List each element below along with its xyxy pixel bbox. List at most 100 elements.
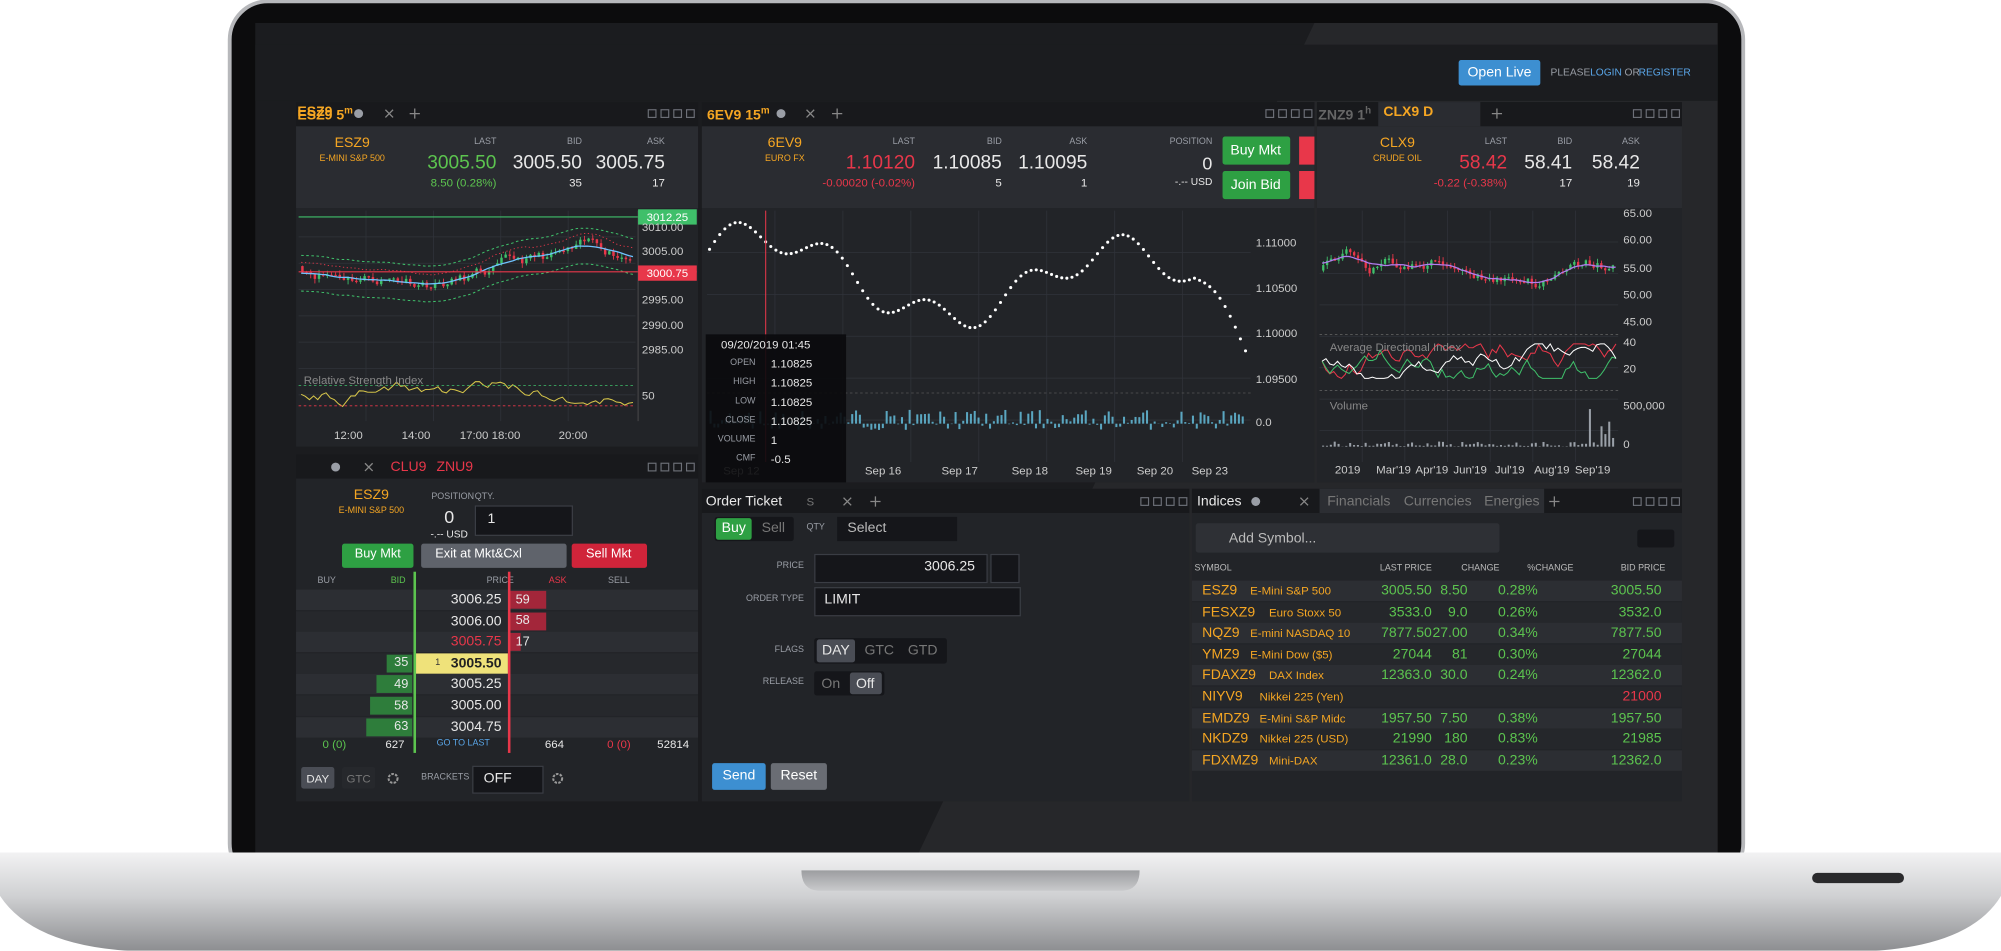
label: BRACKETS (421, 773, 470, 783)
exit-label[interactable]: Exit at Mkt&Cxl (435, 547, 522, 562)
decoration (1530, 278, 1533, 284)
ask-price: 1.10095 (1018, 152, 1088, 174)
reset-button[interactable] (770, 763, 827, 790)
index-symbol[interactable]: FDXMZ9 (1202, 752, 1259, 768)
sell-button[interactable] (1299, 136, 1315, 165)
search-placeholder[interactable]: Add Symbol... (1228, 530, 1317, 546)
decoration (946, 423, 949, 429)
decoration (862, 423, 865, 428)
y-tick-label: 3005.00 (641, 244, 684, 258)
decoration (550, 252, 553, 258)
release-label[interactable]: Off (855, 675, 875, 692)
decoration (881, 423, 884, 429)
reset-label[interactable]: Reset (780, 767, 818, 784)
decoration (1195, 423, 1198, 429)
index-symbol[interactable]: ESZ9 (1202, 583, 1238, 599)
decoration (354, 109, 364, 119)
send-button[interactable] (712, 763, 766, 790)
index-symbol[interactable]: EMDZ9 (1202, 710, 1250, 726)
buy-label[interactable]: Buy Mkt (1230, 142, 1282, 158)
flag-label[interactable]: DAY (821, 642, 850, 658)
buy-button[interactable] (1222, 136, 1291, 165)
tab-label[interactable]: Financials (1327, 493, 1391, 509)
exit-button[interactable] (421, 543, 567, 568)
decoration (1044, 270, 1048, 274)
flag-active[interactable] (816, 639, 856, 663)
open-live[interactable]: Open Live (1467, 64, 1532, 80)
decoration (387, 772, 399, 784)
sell-button[interactable] (1299, 171, 1315, 200)
ladder-footer[interactable]: GO TO LAST (436, 738, 490, 748)
flag-label[interactable]: GTC (864, 642, 895, 658)
order-type-select[interactable] (814, 587, 1021, 617)
decoration (1329, 258, 1333, 261)
decoration (1057, 423, 1060, 428)
flag-label[interactable]: GTD (907, 642, 938, 658)
index-pct: 0.30% (1497, 646, 1538, 662)
decoration (1107, 411, 1110, 424)
decoration (409, 108, 420, 119)
tab-label[interactable]: Energies (1484, 493, 1540, 509)
price-spinner[interactable] (990, 553, 1020, 584)
tab-label[interactable]: Indices (1197, 493, 1242, 509)
decoration (923, 414, 926, 424)
brackets-select[interactable] (472, 765, 544, 794)
release-label[interactable]: On (821, 675, 841, 692)
decoration (1645, 109, 1655, 118)
tab-label[interactable]: S (806, 494, 815, 508)
tif-button[interactable] (342, 766, 376, 789)
tab-label[interactable]: CLU9 (390, 458, 427, 475)
tab-label[interactable]: Currencies (1403, 493, 1472, 509)
index-symbol[interactable]: NQZ9 (1202, 625, 1240, 641)
tab[interactable]: CLX9 D (1383, 105, 1433, 120)
decoration (1349, 249, 1352, 253)
register-link[interactable]: REGISTER (1638, 66, 1691, 79)
search-box[interactable] (1195, 523, 1500, 553)
open-live-button[interactable] (1458, 59, 1541, 86)
send-label[interactable]: Send (722, 767, 756, 784)
side-label[interactable]: Buy (721, 520, 746, 536)
join-label[interactable]: Join Bid (1230, 176, 1281, 193)
index-symbol[interactable]: NKDZ9 (1202, 731, 1249, 747)
qty-select[interactable] (474, 505, 573, 536)
decoration (1211, 422, 1214, 424)
login-link[interactable]: LOGIN (1590, 66, 1622, 79)
buy-button[interactable] (342, 543, 414, 568)
tif-label[interactable]: GTC (346, 771, 371, 785)
view-toggle[interactable] (1637, 529, 1675, 548)
brackets-value[interactable]: OFF (483, 770, 512, 786)
qty-select[interactable] (837, 516, 958, 542)
ladder-price: 3004.75 (450, 719, 502, 735)
tab-label[interactable]: ZNU9 (436, 458, 474, 475)
sell-button[interactable] (571, 543, 648, 568)
tif-label[interactable]: DAY (306, 771, 330, 785)
index-symbol[interactable]: FDAXZ9 (1202, 667, 1256, 684)
decoration (708, 247, 712, 251)
price-value[interactable]: 3006.25 (924, 558, 975, 574)
tab[interactable]: ESZ9 (297, 105, 332, 120)
index-symbol[interactable]: FESXZ9 (1202, 604, 1256, 620)
buy-toggle[interactable] (715, 518, 752, 540)
tif-button[interactable] (301, 766, 335, 789)
qty-value[interactable]: Select (847, 520, 887, 536)
tab[interactable]: ESZ9 5m (297, 105, 353, 124)
index-symbol[interactable]: YMZ9 (1202, 646, 1240, 662)
tooltip-value: 1.10825 (770, 357, 813, 370)
tab[interactable]: 6EV9 15m (707, 105, 770, 124)
index-symbol[interactable]: NIYV9 (1202, 689, 1243, 705)
tab[interactable]: ZNZ9 1h (1318, 105, 1371, 124)
buy-label[interactable]: Buy Mkt (354, 547, 401, 562)
join-button[interactable] (1222, 171, 1291, 200)
price-input[interactable] (814, 553, 988, 584)
tooltip-label: HIGH (733, 377, 756, 387)
position-value: -.-- USD (430, 528, 468, 541)
side-label[interactable]: Sell (761, 520, 786, 536)
sell-label[interactable]: Sell Mkt (586, 547, 632, 562)
qty-value[interactable]: 1 (487, 511, 496, 527)
release-active[interactable] (849, 672, 882, 695)
decoration (1034, 423, 1037, 429)
decoration (1060, 276, 1064, 280)
decoration (1100, 423, 1103, 430)
label: ASK (1069, 137, 1088, 147)
order-type-value[interactable]: LIMIT (824, 591, 861, 607)
